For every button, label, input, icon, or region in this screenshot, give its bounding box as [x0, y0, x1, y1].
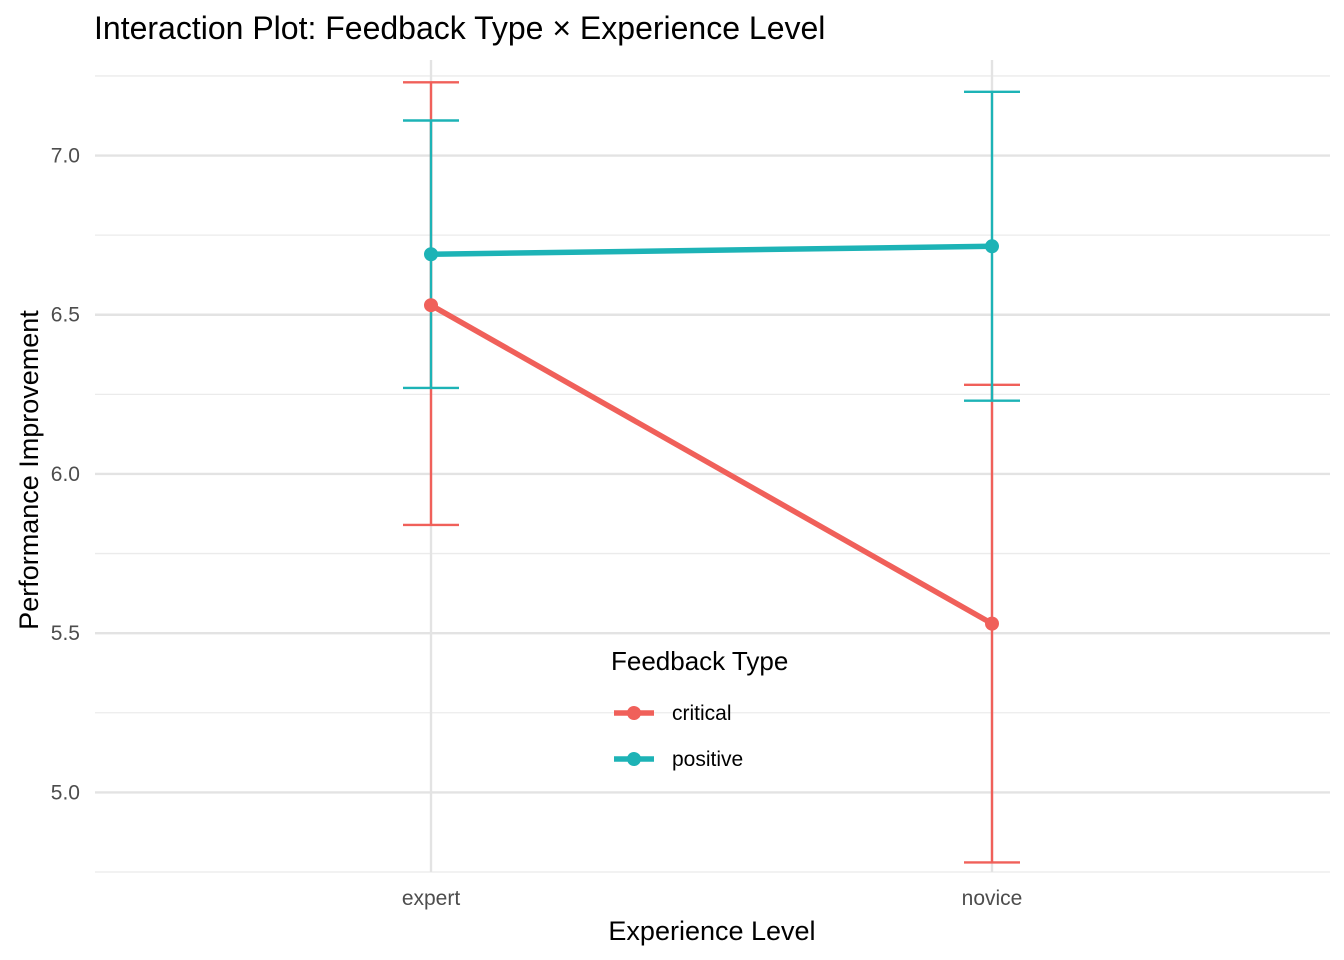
- x-tick-labels: expert novice: [402, 887, 1023, 910]
- data-point-positive: [985, 239, 999, 254]
- legend-label-positive: positive: [672, 748, 743, 771]
- y-axis-label: Performance Improvement: [14, 310, 44, 630]
- legend-key-point-positive: [627, 752, 641, 766]
- y-tick-label: 7.0: [51, 145, 80, 168]
- y-tick-label: 5.5: [51, 622, 80, 645]
- legend-title: Feedback Type: [611, 646, 788, 676]
- x-axis-label: Experience Level: [608, 916, 815, 946]
- series-line-positive: [430, 243, 993, 257]
- series-points: [424, 239, 999, 631]
- data-point-critical: [424, 298, 438, 313]
- chart-title: Interaction Plot: Feedback Type × Experi…: [94, 10, 825, 46]
- y-tick-labels: 5.0 5.5 6.0 6.5 7.0: [51, 145, 80, 805]
- y-tick-label: 6.5: [51, 304, 80, 327]
- series-line-critical: [429, 302, 994, 627]
- legend: Feedback Type critical positive: [611, 646, 788, 771]
- y-tick-label: 5.0: [51, 781, 80, 804]
- error-bars: [403, 81, 1020, 864]
- legend-items: critical positive: [614, 702, 743, 771]
- data-point-critical: [985, 616, 999, 631]
- x-tick-label: novice: [962, 887, 1023, 910]
- legend-label-critical: critical: [672, 702, 732, 725]
- series-lines: [429, 243, 994, 627]
- x-tick-label: expert: [402, 887, 461, 910]
- y-tick-label: 6.0: [51, 463, 80, 486]
- data-point-positive: [424, 247, 438, 262]
- legend-key-point-critical: [627, 706, 641, 720]
